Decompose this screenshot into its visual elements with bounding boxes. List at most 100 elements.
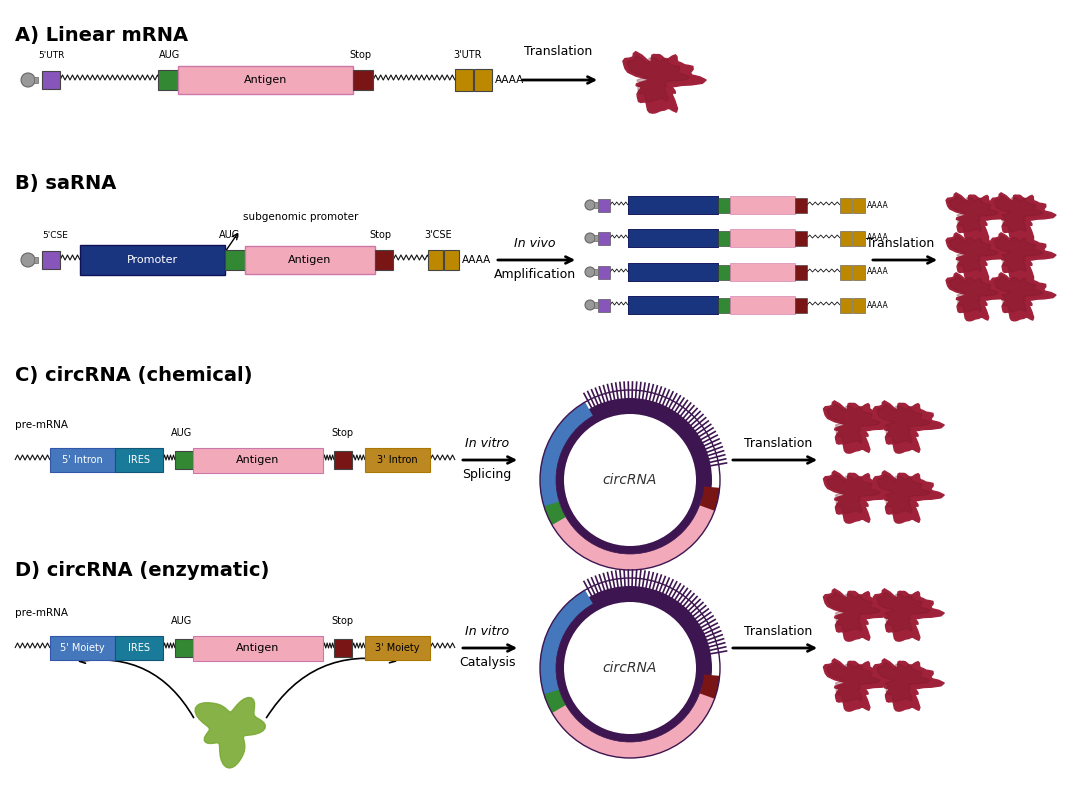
Bar: [718, 198, 730, 212]
Polygon shape: [877, 404, 930, 444]
Bar: [840, 198, 852, 212]
Bar: [444, 250, 459, 270]
Text: 5' Moiety: 5' Moiety: [60, 643, 105, 653]
Polygon shape: [823, 589, 894, 641]
Text: Translation: Translation: [744, 437, 812, 450]
Text: AUG: AUG: [160, 50, 180, 60]
Text: D) circRNA (enzymatic): D) circRNA (enzymatic): [15, 561, 269, 579]
Polygon shape: [827, 592, 880, 632]
Text: AAAA: AAAA: [867, 300, 889, 310]
Text: Antigen: Antigen: [288, 255, 332, 265]
Bar: [245, 246, 375, 274]
Bar: [795, 231, 807, 245]
Bar: [474, 69, 492, 91]
Text: C) circRNA (chemical): C) circRNA (chemical): [15, 366, 253, 384]
Bar: [598, 299, 610, 312]
Circle shape: [556, 594, 704, 742]
Circle shape: [556, 406, 704, 554]
Bar: [594, 235, 598, 241]
Text: IRES: IRES: [129, 643, 150, 653]
Polygon shape: [874, 401, 944, 454]
Bar: [795, 298, 807, 312]
Bar: [598, 232, 610, 245]
Polygon shape: [623, 52, 706, 113]
Wedge shape: [543, 687, 717, 758]
Text: AAAA: AAAA: [867, 200, 889, 210]
Polygon shape: [874, 470, 944, 523]
Bar: [627, 263, 718, 281]
Wedge shape: [700, 487, 719, 511]
Text: Translation: Translation: [744, 625, 812, 638]
Wedge shape: [700, 675, 719, 699]
Bar: [627, 296, 718, 314]
Polygon shape: [877, 663, 930, 701]
Text: 3' Moiety: 3' Moiety: [375, 643, 420, 653]
Polygon shape: [991, 273, 1056, 321]
Text: Amplification: Amplification: [494, 268, 576, 281]
Bar: [334, 639, 352, 657]
Bar: [455, 69, 473, 91]
Polygon shape: [877, 592, 930, 632]
Bar: [627, 263, 718, 281]
Polygon shape: [995, 276, 1043, 312]
Text: AUG: AUG: [219, 230, 241, 240]
Bar: [718, 231, 730, 245]
Text: IRES: IRES: [129, 455, 150, 465]
Polygon shape: [949, 276, 998, 312]
Polygon shape: [627, 56, 690, 102]
Polygon shape: [827, 663, 880, 701]
Polygon shape: [991, 233, 1056, 281]
Polygon shape: [823, 470, 894, 523]
Bar: [627, 296, 718, 314]
Text: B) saRNA: B) saRNA: [15, 174, 117, 193]
Polygon shape: [949, 236, 998, 272]
Text: AAAA: AAAA: [495, 75, 524, 85]
Text: A) Linear mRNA: A) Linear mRNA: [15, 26, 188, 44]
Bar: [840, 265, 852, 279]
Polygon shape: [995, 236, 1043, 272]
Text: 5'UTR: 5'UTR: [38, 51, 64, 60]
Bar: [840, 298, 852, 312]
Bar: [730, 229, 795, 247]
Text: Translation: Translation: [524, 45, 592, 58]
Bar: [50, 448, 114, 472]
Bar: [353, 70, 373, 90]
Text: circRNA: circRNA: [603, 473, 658, 487]
Circle shape: [21, 73, 35, 87]
Bar: [730, 196, 795, 214]
Text: Antigen: Antigen: [237, 455, 280, 465]
Wedge shape: [544, 690, 566, 713]
Bar: [42, 71, 60, 89]
Text: AAAA: AAAA: [867, 233, 889, 242]
Text: 3'UTR: 3'UTR: [454, 50, 483, 60]
Text: Stop: Stop: [330, 428, 353, 438]
Bar: [853, 298, 865, 312]
Bar: [365, 448, 430, 472]
Text: pre-mRNA: pre-mRNA: [15, 420, 68, 430]
Bar: [795, 265, 807, 279]
Text: Splicing: Splicing: [462, 468, 512, 481]
Text: circRNA: circRNA: [603, 661, 658, 675]
Bar: [627, 196, 718, 214]
Text: AAAA: AAAA: [462, 255, 491, 265]
Text: In vitro: In vitro: [464, 437, 509, 450]
Text: Antigen: Antigen: [244, 75, 287, 85]
Bar: [175, 451, 193, 469]
Text: AAAA: AAAA: [867, 267, 889, 277]
Text: 3'CSE: 3'CSE: [424, 230, 451, 240]
Text: Stop: Stop: [369, 230, 391, 240]
Bar: [193, 635, 323, 660]
Bar: [375, 250, 393, 270]
Bar: [853, 231, 865, 245]
Bar: [114, 636, 163, 660]
Bar: [80, 245, 225, 275]
Wedge shape: [540, 402, 593, 511]
Polygon shape: [827, 475, 880, 513]
Text: Stop: Stop: [349, 50, 372, 60]
Bar: [627, 229, 718, 247]
Bar: [718, 265, 730, 279]
Polygon shape: [995, 196, 1043, 232]
Bar: [598, 266, 610, 278]
Bar: [175, 639, 193, 657]
Polygon shape: [946, 273, 1011, 321]
